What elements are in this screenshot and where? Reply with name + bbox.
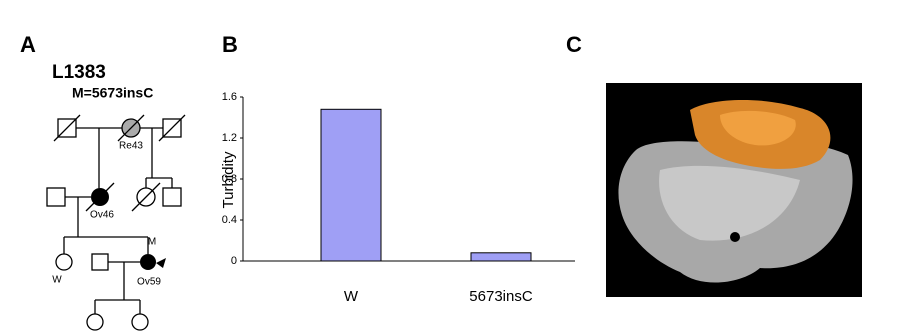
y-tick-label: 0.4	[222, 214, 237, 226]
individual-id: M	[148, 237, 156, 248]
family-id: L1383	[52, 62, 106, 83]
panel-label: B	[222, 32, 238, 57]
individual-id: Ov59	[137, 277, 161, 288]
panel-label: C	[566, 32, 582, 57]
x-tick-label: 5673insC	[469, 288, 533, 305]
individual-id: Re43	[119, 141, 143, 152]
y-tick-label: 1.6	[222, 91, 237, 103]
structure-image	[606, 83, 862, 297]
panel-label: A	[20, 32, 36, 57]
mutation: M=5673insC	[72, 85, 153, 101]
figure: A B C L1383 M=5673insC Re43 Ov46	[0, 0, 906, 332]
y-tick-label: 0	[231, 255, 237, 267]
individual-id: Ov46	[90, 210, 114, 221]
bar	[321, 109, 381, 261]
individual-id: W	[52, 275, 62, 286]
y-tick-label: 1.2	[222, 132, 237, 144]
pedigree: L1383 M=5673insC Re43 Ov46 W	[47, 62, 185, 330]
bar	[471, 253, 531, 261]
x-tick-label: W	[344, 288, 359, 305]
y-tick-label: 0.8	[222, 173, 237, 185]
